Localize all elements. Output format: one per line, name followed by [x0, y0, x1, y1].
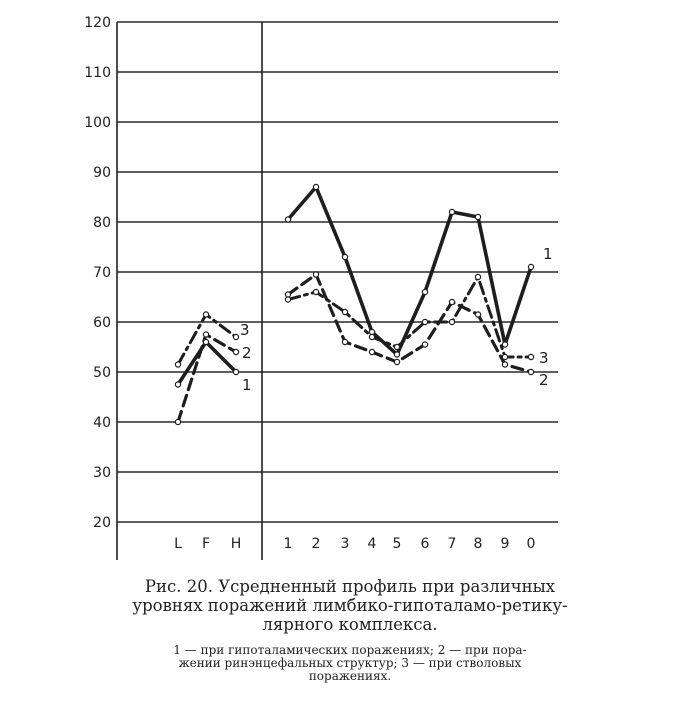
- x-tick-label: 0: [527, 536, 536, 552]
- series-2-point: [202, 331, 210, 338]
- x-tick-label: 7: [448, 536, 457, 552]
- x-tick-label: 3: [341, 536, 350, 552]
- y-tick-label: 70: [93, 265, 111, 281]
- x-tick-label: L: [174, 536, 182, 552]
- series-1-point: [174, 381, 182, 388]
- series-2-point: [368, 348, 376, 356]
- series-3-point: [474, 273, 482, 281]
- caption-line: уровнях поражений лимбико-гипоталамо-рет…: [132, 596, 568, 615]
- legend-line: 1 — при гипоталамических поражениях; 2 —…: [173, 643, 527, 657]
- series-1-point: [501, 341, 509, 348]
- series-1-point: [393, 351, 401, 358]
- caption-line: лярного комплекса.: [262, 615, 438, 634]
- series-2-point: [527, 368, 535, 376]
- chart-curve-labels: 1 1 2 2 3 3: [240, 245, 553, 394]
- curve-label-left: 2: [242, 344, 252, 362]
- series-1-point: [312, 183, 320, 191]
- series-1-point: [527, 263, 535, 271]
- x-tick-label: F: [202, 536, 210, 552]
- series-3-point: [393, 343, 401, 351]
- curve-label-left: 1: [242, 376, 252, 394]
- series-2-line: [286, 272, 533, 374]
- figure-caption: Рис. 20. Усредненный профиль при различн…: [60, 577, 640, 634]
- series-3-point: [312, 288, 320, 296]
- y-tick-label: 90: [93, 165, 111, 181]
- series-2-point: [174, 418, 182, 426]
- y-tick-label: 100: [84, 115, 111, 131]
- x-tick-label: 4: [368, 536, 377, 552]
- y-tick-label: 20: [93, 515, 111, 531]
- series-2-point: [501, 361, 509, 368]
- series-3-point: [368, 333, 376, 341]
- x-tick-label: 1: [284, 536, 293, 552]
- curve-label-left: 3: [240, 321, 250, 339]
- legend-line: поражениях.: [308, 669, 392, 683]
- x-tick-label: 2: [312, 536, 321, 552]
- series-2-point: [448, 298, 456, 306]
- x-tick-label: 8: [474, 536, 483, 552]
- series-1-point: [341, 253, 349, 261]
- series-3-point: [232, 333, 240, 341]
- x-tick-label: 9: [501, 536, 510, 552]
- series-1-point: [284, 216, 292, 223]
- y-tick-label: 60: [93, 315, 111, 331]
- y-tick-label: 50: [93, 365, 111, 381]
- series-3-point: [448, 318, 456, 326]
- series-2-point: [232, 348, 240, 356]
- curve-label-right: 2: [539, 371, 549, 389]
- legend-line: жении ринэнцефальных структур; 3 — при с…: [178, 656, 522, 670]
- series-3-point: [501, 353, 509, 361]
- series-1-point: [202, 338, 210, 346]
- series-2-point: [421, 341, 429, 348]
- series-3-point: [174, 361, 182, 368]
- series-3-point: [341, 308, 349, 316]
- y-tick-label: 80: [93, 215, 111, 231]
- series-3-point: [202, 311, 210, 318]
- series-1-point: [421, 288, 429, 296]
- series-3-point: [527, 353, 535, 361]
- y-tick-label: 40: [93, 415, 111, 431]
- caption-line: Рис. 20. Усредненный профиль при различн…: [144, 577, 556, 596]
- series-2-point: [312, 271, 320, 278]
- y-tick-label: 110: [84, 65, 111, 81]
- series-2-point: [474, 311, 482, 318]
- curve-label-right: 1: [543, 245, 553, 263]
- series-1-point: [232, 368, 240, 376]
- y-tick-label: 120: [84, 15, 111, 31]
- x-tick-label: H: [231, 536, 242, 552]
- series-2-point: [393, 358, 401, 366]
- series-1-point: [448, 208, 456, 216]
- series-2-point: [341, 338, 349, 346]
- curve-label-right: 3: [539, 349, 549, 367]
- series-3-line: [286, 275, 533, 359]
- x-tick-label: 5: [393, 536, 402, 552]
- series-3-point: [421, 318, 429, 326]
- series-1-line: [286, 185, 533, 357]
- series-1-point: [474, 213, 482, 221]
- y-tick-label: 30: [93, 465, 111, 481]
- series-3-point: [284, 296, 292, 303]
- x-tick-label: 6: [421, 536, 430, 552]
- figure-legend-note: 1 — при гипоталамических поражениях; 2 —…: [60, 644, 640, 683]
- chart-series-points: [174, 183, 535, 426]
